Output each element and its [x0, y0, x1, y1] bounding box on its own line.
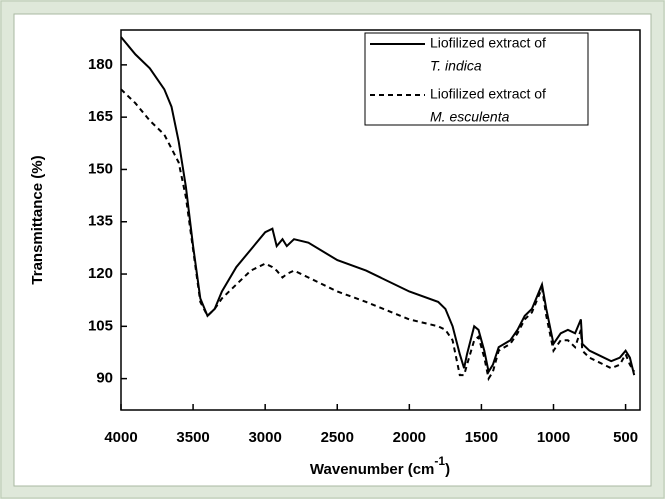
y-axis-label: Transmittance (%): [29, 155, 46, 284]
legend-label-species: T. indica: [430, 58, 482, 74]
y-tick-label: 165: [88, 108, 113, 125]
y-tick-label: 135: [88, 213, 113, 230]
legend-label: Liofilized extract of: [430, 86, 546, 102]
spectrum-line: [120, 88, 636, 382]
x-axis-label: Wavenumber (cm-1): [310, 454, 450, 478]
x-tick-label: 1000: [537, 429, 570, 446]
x-tick-label: 4000: [104, 429, 137, 446]
x-label-end: ): [445, 461, 450, 478]
legend-label: Liofilized extract of: [430, 35, 546, 51]
legend-label-species: M. esculenta: [430, 109, 510, 125]
x-tick-label: 3500: [176, 429, 209, 446]
x-tick-label: 1500: [465, 429, 498, 446]
x-tick-label: 500: [613, 429, 638, 446]
y-tick-label: 150: [88, 160, 113, 177]
plot-frame: [120, 29, 641, 411]
y-tick-label: 105: [88, 317, 113, 334]
x-tick-label: 2500: [321, 429, 354, 446]
x-label-sup: -1: [434, 454, 445, 468]
y-tick-label: 180: [88, 56, 113, 73]
legend: [364, 32, 589, 126]
x-tick-label: 3000: [248, 429, 281, 446]
y-tick-label: 120: [88, 265, 113, 282]
x-label-main: Wavenumber (cm: [310, 461, 434, 478]
y-tick-label: 90: [96, 370, 113, 387]
x-tick-label: 2000: [393, 429, 426, 446]
